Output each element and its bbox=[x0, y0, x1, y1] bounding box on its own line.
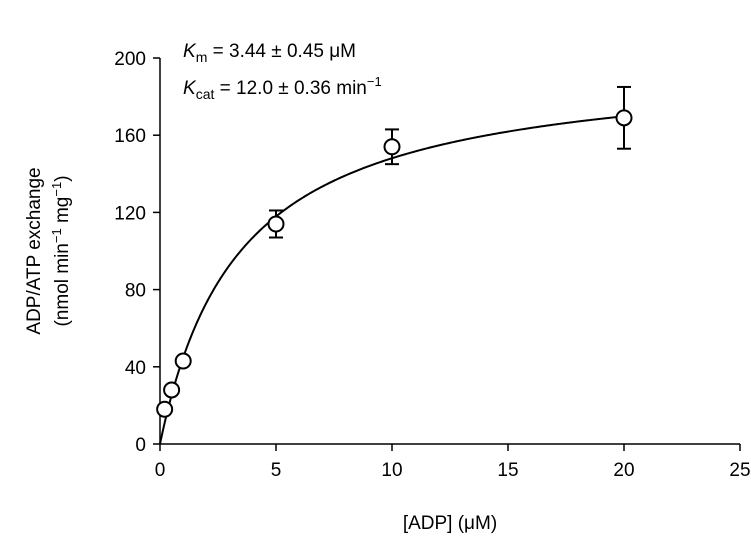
y-ticks: 0 40 80 120 160 200 bbox=[114, 49, 160, 456]
y-axis-label-line1: ADP/ATP exchange bbox=[24, 167, 45, 334]
data-points bbox=[156, 85, 633, 418]
y-axis-label-line2: (nmol min−1 mg−1) bbox=[49, 175, 73, 326]
y-tick-label: 80 bbox=[125, 281, 146, 302]
y-tick-label: 160 bbox=[114, 126, 146, 147]
fit-curve bbox=[159, 115, 625, 445]
x-tick-label: 5 bbox=[271, 460, 282, 481]
y-tick-label: 0 bbox=[135, 435, 146, 456]
annotation-km: Km = 3.44 ± 0.45 μM bbox=[183, 41, 356, 65]
x-axis-label: [ADP] (μM) bbox=[403, 513, 497, 534]
x-tick-label: 25 bbox=[729, 460, 750, 481]
data-point bbox=[267, 215, 285, 233]
svg-text:Kcat = 12.0 ± 0.36 min−1: Kcat = 12.0 ± 0.36 min−1 bbox=[183, 74, 382, 102]
x-tick-label: 0 bbox=[155, 460, 166, 481]
x-tick-label: 20 bbox=[613, 460, 634, 481]
data-point bbox=[615, 109, 633, 127]
svg-text:Km = 3.44 ± 0.45 μM: Km = 3.44 ± 0.45 μM bbox=[183, 41, 356, 65]
y-axis: 0 40 80 120 160 200 bbox=[114, 49, 161, 456]
y-tick-label: 120 bbox=[114, 203, 146, 224]
data-point bbox=[383, 138, 401, 156]
data-point bbox=[163, 381, 181, 399]
annotation-kcat: Kcat = 12.0 ± 0.36 min−1 bbox=[183, 74, 382, 102]
x-axis: 0 5 10 15 20 25 bbox=[155, 443, 751, 481]
x-tick-label: 10 bbox=[381, 460, 402, 481]
y-tick-label: 40 bbox=[125, 358, 146, 379]
data-point bbox=[156, 400, 174, 418]
y-tick-label: 200 bbox=[114, 49, 146, 70]
x-ticks: 0 5 10 15 20 25 bbox=[155, 444, 751, 481]
x-tick-label: 15 bbox=[497, 460, 518, 481]
data-point bbox=[174, 352, 192, 370]
